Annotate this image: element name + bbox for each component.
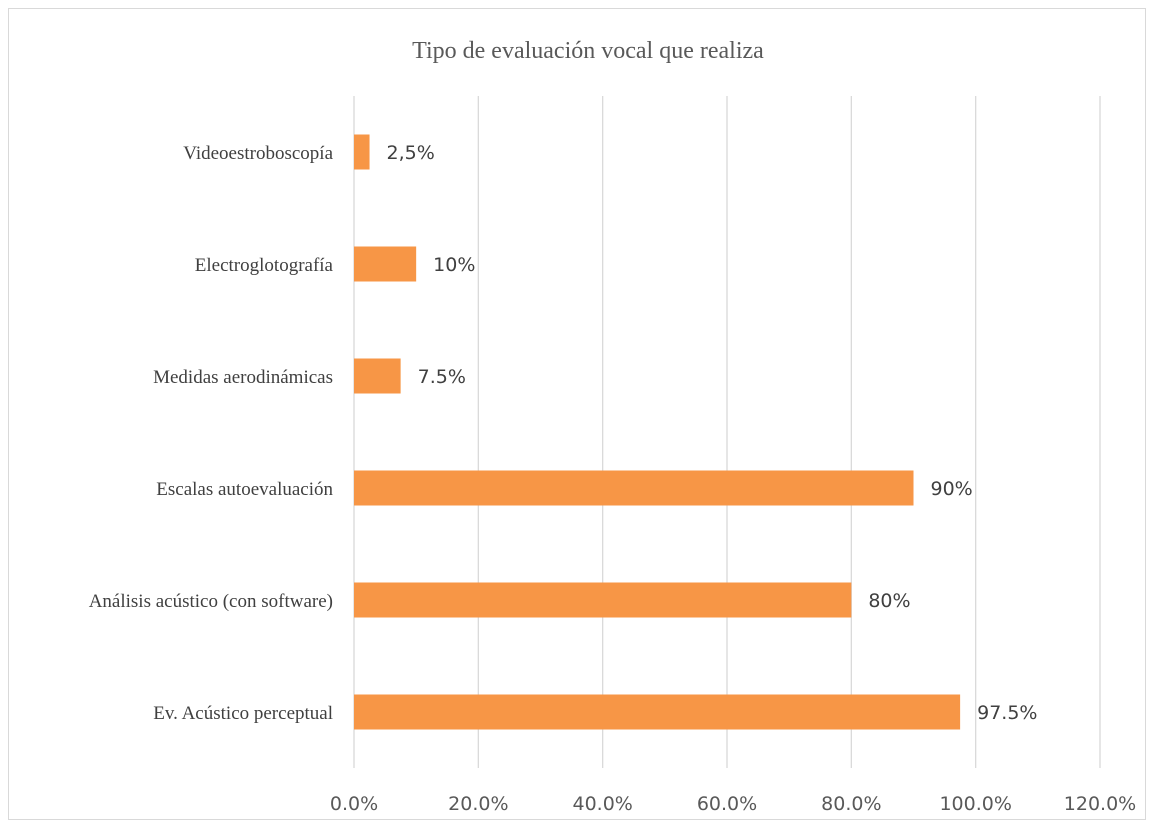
- bar: [354, 358, 401, 394]
- x-tick-label: 40.0%: [572, 793, 632, 815]
- category-labels: Videoestroboscopía Electroglotografía Medi…: [89, 143, 334, 724]
- bar: [354, 134, 370, 170]
- x-axis-ticks: 0.0% 20.0% 40.0% 60.0% 80.0% 100.0% 120.0%: [330, 793, 1136, 815]
- bar: [354, 470, 914, 506]
- x-tick-label: 80.0%: [821, 793, 881, 815]
- x-tick-label: 120.0%: [1064, 793, 1136, 815]
- category-label: Medidas aerodinámicas: [153, 367, 333, 388]
- x-tick-label: 100.0%: [939, 793, 1011, 815]
- bar: [354, 582, 852, 618]
- gridlines: [353, 96, 1101, 768]
- category-label: Videoestroboscopía: [183, 143, 333, 164]
- data-label: 10%: [433, 254, 475, 276]
- data-label: 7.5%: [418, 366, 466, 388]
- bar: [354, 694, 961, 730]
- category-label: Escalas autoevaluación: [156, 479, 333, 500]
- x-tick-label: 0.0%: [330, 793, 378, 815]
- bar: [354, 246, 417, 282]
- x-tick-label: 60.0%: [697, 793, 757, 815]
- data-labels: 2,5% 10% 7.5% 90% 80% 97.5%: [387, 142, 1038, 724]
- category-label: Electroglotografía: [195, 255, 334, 276]
- data-label: 80%: [868, 590, 910, 612]
- category-label: Ev. Acústico perceptual: [153, 703, 333, 724]
- chart-title: Tipo de evaluación vocal que realiza: [412, 38, 764, 64]
- data-label: 97.5%: [977, 702, 1037, 724]
- data-label: 90%: [931, 478, 973, 500]
- bars: [354, 134, 961, 730]
- chart-frame: [8, 8, 1146, 820]
- x-tick-label: 20.0%: [448, 793, 508, 815]
- data-label: 2,5%: [387, 142, 435, 164]
- category-label: Análisis acústico (con software): [89, 591, 333, 612]
